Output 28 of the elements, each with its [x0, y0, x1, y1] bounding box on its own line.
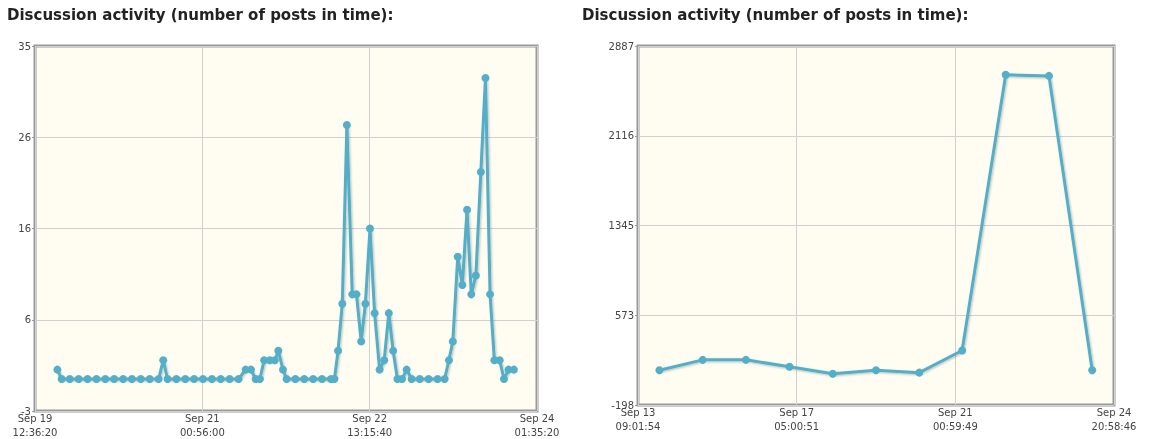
y-tick-label: 35: [18, 40, 31, 52]
x-tick-label: Sep 21 00:59:49: [932, 406, 978, 432]
x-tick-label: Sep 24 01:35:20: [514, 412, 560, 438]
point: [741, 355, 750, 364]
point: [915, 368, 924, 377]
y-tick-label: 6: [24, 314, 31, 326]
point: [1001, 70, 1010, 79]
point: [1044, 71, 1053, 80]
point: [828, 369, 837, 378]
point: [655, 366, 664, 375]
x-tick-label: Sep 17 05:00:51: [774, 406, 820, 432]
y-tick-label: 26: [18, 131, 31, 143]
chart-title: Discussion activity (number of posts in time):: [582, 5, 969, 24]
point: [872, 366, 880, 375]
y-tick-label: 16: [18, 223, 31, 234]
x-tick-label: Sep 24 20:58:46: [1091, 406, 1137, 432]
y-tick-label: -3: [21, 405, 31, 417]
x-tick-label: Sep 21 00:56:00: [179, 412, 225, 438]
point: [1088, 366, 1097, 375]
point: [958, 346, 967, 355]
point: [698, 355, 707, 364]
chart-title: Discussion activity (number of posts in time):: [7, 5, 394, 24]
y-tick-label: 1345: [608, 220, 634, 231]
x-tick-label: Sep 22 13:15:40: [347, 412, 393, 438]
y-tick-label: 2887: [608, 40, 634, 52]
point: [785, 362, 794, 371]
y-tick-label: 573: [614, 309, 634, 321]
y-tick-label: 2116: [608, 130, 634, 142]
